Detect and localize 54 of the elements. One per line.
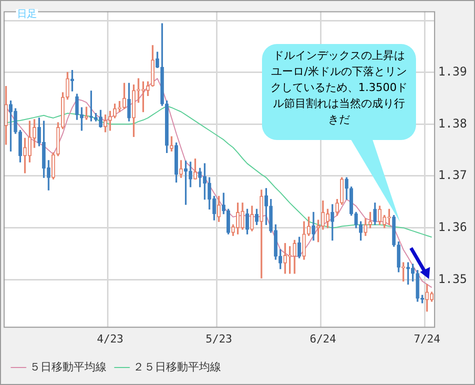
- candlestick: [179, 160, 183, 178]
- candlestick: [8, 100, 13, 152]
- candlestick: [150, 45, 154, 87]
- legend-label: ２５日移動平均線: [133, 360, 221, 374]
- candlestick: [84, 106, 88, 120]
- x-tick-label: 7/24: [414, 332, 441, 346]
- candlestick: [326, 208, 330, 228]
- candlestick: [127, 82, 131, 122]
- candlestick: [122, 82, 126, 109]
- candlestick: [226, 208, 230, 234]
- candlestick: [23, 138, 27, 174]
- candlestick: [302, 221, 306, 260]
- y-tick-label: 1.38: [438, 116, 468, 130]
- x-tick-label: 5/23: [206, 332, 232, 346]
- candlestick: [250, 206, 254, 232]
- candlestick: [387, 208, 391, 226]
- candlestick: [132, 84, 136, 137]
- candlestick: [42, 120, 46, 178]
- y-tick-label: 1.37: [438, 168, 468, 182]
- y-tick-label: 1.35: [438, 272, 468, 286]
- candlestick: [108, 110, 112, 131]
- candlestick: [392, 215, 396, 247]
- y-tick-label: 1.39: [438, 64, 468, 78]
- candlestick: [104, 114, 108, 132]
- candlestick: [396, 241, 400, 272]
- y-tick-label: 1.36: [438, 220, 468, 234]
- candlestick: [260, 190, 264, 278]
- legend-label: ５日移動平均線: [30, 360, 106, 374]
- candlestick: [312, 212, 316, 241]
- annotation: 日足: [16, 9, 38, 20]
- candlestick: [306, 216, 311, 236]
- candlestick: [51, 152, 56, 180]
- candlestick: [165, 100, 169, 154]
- candlestick: [254, 208, 259, 226]
- annotation: ドルインデックスの上昇はユーロ/米ドルの下落とリンクしているため、1.3500ドル節目割れは当然の成り行きだ: [270, 48, 408, 128]
- candlestick: [32, 119, 36, 148]
- candlestick: [98, 110, 102, 128]
- candlestick: [217, 196, 221, 222]
- candlestick: [335, 198, 339, 216]
- candlestick: [222, 192, 226, 214]
- candlestick: [340, 177, 344, 205]
- candlestick: [193, 158, 198, 180]
- candlestick: [141, 81, 146, 112]
- candlestick: [410, 264, 415, 282]
- x-tick-label: 6/24: [310, 332, 337, 346]
- candlestick: [174, 142, 178, 183]
- candlestick: [160, 23, 164, 106]
- x-tick-label: 4/23: [96, 332, 124, 346]
- candlestick: [202, 163, 207, 200]
- candlestick: [373, 202, 377, 226]
- candlestick: [330, 204, 334, 241]
- candlestick: [18, 130, 22, 162]
- candlestick: [264, 188, 268, 226]
- candlestick: [170, 136, 174, 152]
